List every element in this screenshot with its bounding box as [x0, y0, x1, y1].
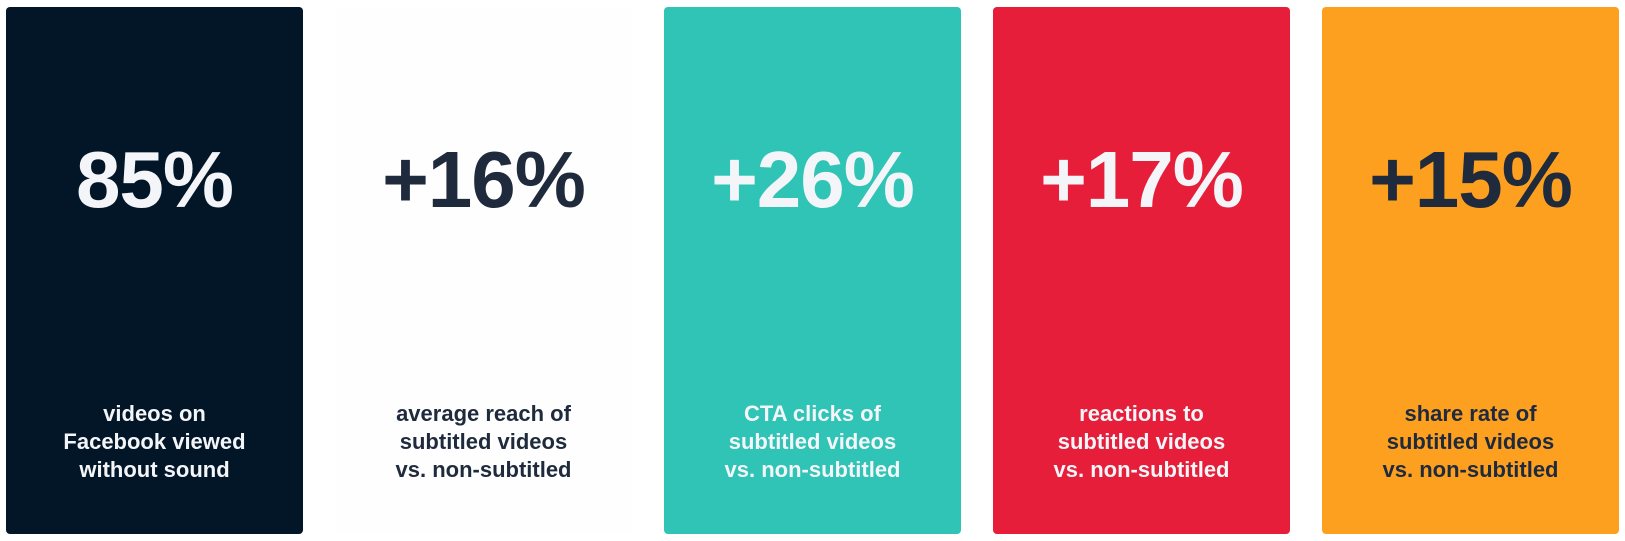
stat-value: 85%: [75, 135, 234, 224]
description-line: subtitled videos: [1386, 429, 1555, 454]
stat-description: reactions to subtitled videos vs. non-subt…: [993, 400, 1290, 484]
description-line: Facebook viewed: [63, 429, 246, 454]
stat-card: 85% videos on Facebook viewed without sound: [6, 7, 303, 534]
stat-value: +16%: [382, 135, 586, 224]
stat-value: +17%: [1040, 135, 1244, 224]
description-line: CTA clicks of: [744, 401, 881, 426]
stat-value: +26%: [711, 135, 915, 224]
description-line: vs. non-subtitled: [1382, 457, 1559, 482]
description-line: vs. non-subtitled: [395, 457, 572, 482]
stat-description: CTA clicks of subtitled videos vs. non-sub…: [664, 400, 961, 484]
stat-card: +17% reactions to subtitled videos vs. non-…: [993, 7, 1290, 534]
description-line: reactions to: [1079, 401, 1204, 426]
stat-card: +26% CTA clicks of subtitled videos vs. non…: [664, 7, 961, 534]
description-line: average reach of: [396, 401, 571, 426]
stat-card: +15% share rate of subtitled videos vs. non…: [1322, 7, 1619, 534]
description-line: without sound: [79, 457, 230, 482]
description-line: share rate of: [1404, 401, 1537, 426]
stat-description: share rate of subtitled videos vs. non-sub…: [1322, 400, 1619, 484]
description-line: videos on: [103, 401, 206, 426]
description-line: subtitled videos: [399, 429, 568, 454]
stat-value: +15%: [1369, 135, 1573, 224]
stat-card: +16% average reach of subtitled videos vs. …: [335, 7, 632, 534]
description-line: vs. non-subtitled: [1053, 457, 1230, 482]
description-line: subtitled videos: [728, 429, 897, 454]
description-line: subtitled videos: [1057, 429, 1226, 454]
description-line: vs. non-subtitled: [724, 457, 901, 482]
stat-description: average reach of subtitled videos vs. non-…: [335, 400, 632, 484]
stat-description: videos on Facebook viewed without sound: [6, 400, 303, 484]
